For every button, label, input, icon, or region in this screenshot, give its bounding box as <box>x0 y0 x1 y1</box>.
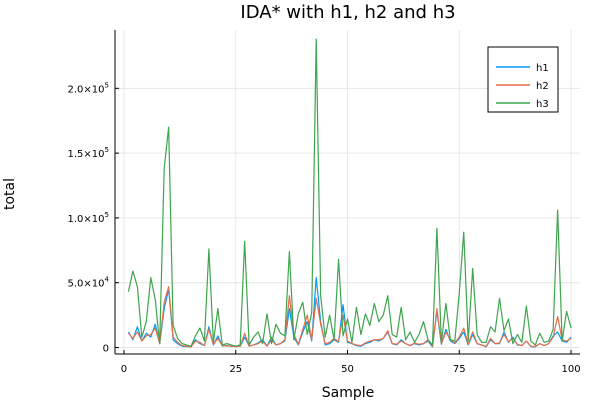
x-tick-label: 25 <box>229 364 242 375</box>
chart-title: IDA* with h1, h2 and h3 <box>240 2 455 23</box>
y-tick-exponent: 5 <box>105 211 109 219</box>
y-tick-label: 1.0×105 <box>68 211 109 225</box>
y-tick-label: 1.5×105 <box>68 146 109 160</box>
y-tick-label: 5.0×104 <box>68 276 110 290</box>
legend-label-h2: h2 <box>536 81 549 92</box>
legend-label-h1: h1 <box>536 63 549 74</box>
legend-box <box>487 46 559 113</box>
y-tick-mantissa: 0 <box>103 344 109 355</box>
y-tick-label: 2.0×105 <box>68 81 109 95</box>
series-layer <box>127 38 572 348</box>
y-tick-mantissa: 1.5×10 <box>68 149 105 160</box>
x-tick-label: 0 <box>121 364 127 375</box>
series-line-h3 <box>127 38 572 347</box>
y-tick-label: 0 <box>103 344 109 355</box>
y-tick-exponent: 4 <box>105 276 110 284</box>
x-ticks: 0 25 50 75 100 <box>121 350 581 375</box>
x-tick-label: 75 <box>453 364 466 375</box>
legend: h1 h2 h3 <box>487 46 559 113</box>
legend-label-h3: h3 <box>536 99 549 110</box>
y-tick-mantissa: 2.0×10 <box>68 84 105 95</box>
y-tick-mantissa: 5.0×10 <box>68 279 105 290</box>
x-tick-label: 50 <box>341 364 354 375</box>
series-line-h2 <box>127 286 572 348</box>
y-tick-exponent: 5 <box>105 81 109 89</box>
x-tick-label: 100 <box>562 364 581 375</box>
x-axis-label: Sample <box>322 385 375 400</box>
y-tick-mantissa: 1.0×10 <box>68 214 105 225</box>
y-axis-label: total <box>2 178 18 210</box>
y-tick-exponent: 5 <box>105 146 109 154</box>
